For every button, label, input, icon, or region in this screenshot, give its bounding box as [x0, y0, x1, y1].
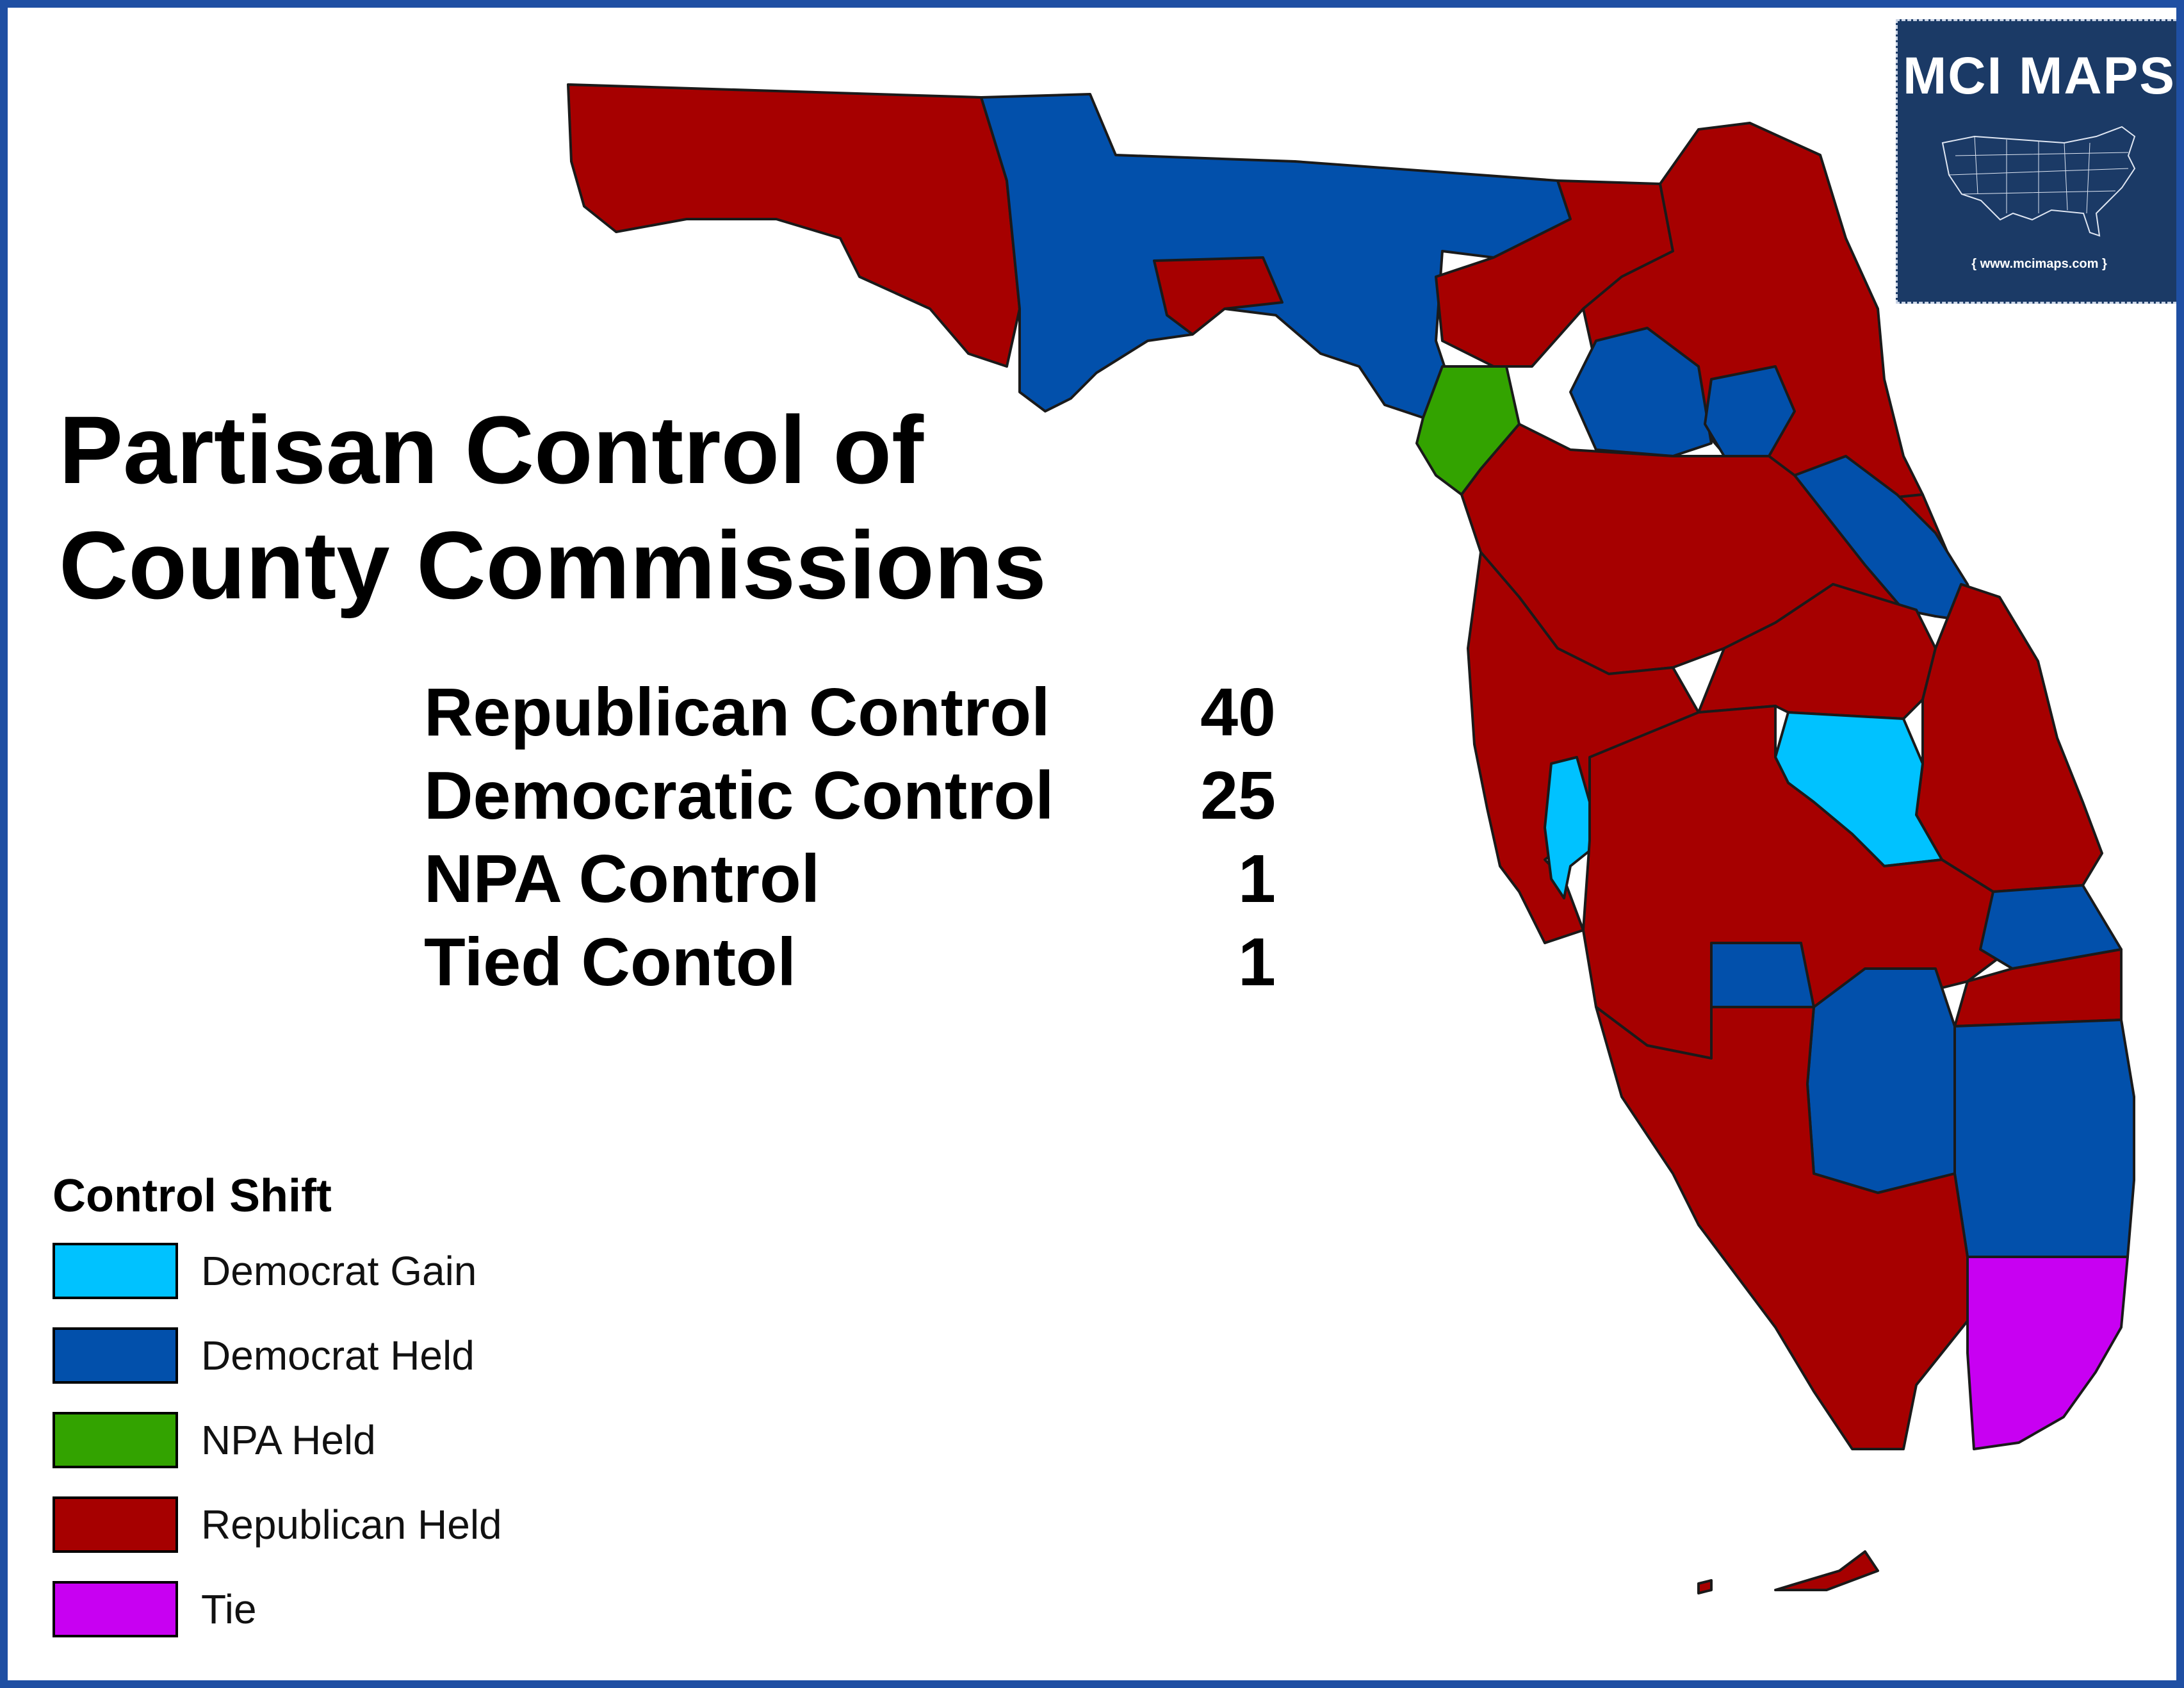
county-region [1697, 1579, 1713, 1594]
legend-swatch [53, 1412, 178, 1468]
stat-row-npa: NPA Control 1 [424, 837, 1276, 921]
legend-label: Democrat Held [201, 1332, 475, 1379]
legend-swatch [53, 1581, 178, 1637]
legend-item-republican-held: Republican Held [53, 1496, 502, 1581]
legend-label: Republican Held [201, 1502, 502, 1548]
legend-item-tie: Tie [53, 1581, 332, 1666]
legend-item-democrat-gain: Democrat Gain [53, 1243, 477, 1327]
county-region [1806, 967, 1956, 1194]
map-title: Partisan Control of County Commissions [59, 392, 1047, 623]
legend-label: Democrat Gain [201, 1248, 477, 1294]
stat-value: 1 [1238, 924, 1276, 1000]
stat-value: 1 [1238, 841, 1276, 917]
stat-row-democratic: Democratic Control 25 [424, 754, 1276, 837]
county-region [1953, 1019, 2135, 1258]
stat-value: 25 [1200, 758, 1276, 833]
county-region [1153, 256, 1284, 336]
county-region [1710, 942, 1815, 1008]
stat-label: Tied Contol [424, 924, 796, 1000]
logo-title: MCI MAPS [1903, 47, 2176, 105]
county-region [1966, 1256, 2129, 1450]
county-region [567, 83, 1021, 368]
legend: Control Shift Democrat Gain Democrat Hel… [53, 1167, 502, 1666]
control-summary: Republican Control 40 Democratic Control… [424, 671, 1276, 1004]
stat-row-tied: Tied Contol 1 [424, 921, 1276, 1004]
florida-county-map [567, 83, 2135, 1594]
county-region [1774, 1550, 1879, 1591]
legend-item-democrat-held: Democrat Held [53, 1327, 475, 1412]
county-region [1569, 327, 1713, 457]
mci-maps-logo: MCI MAPS { www.mcimaps.com } [1896, 19, 2176, 304]
legend-swatch [53, 1243, 178, 1299]
title-line-2: County Commissions [59, 511, 1047, 619]
legend-label: Tie [201, 1586, 257, 1632]
usa-outline-icon [1941, 126, 2136, 237]
title-line-1: Partisan Control of [59, 396, 924, 504]
legend-swatch [53, 1496, 178, 1553]
logo-url-text: www.mcimaps.com [1980, 257, 2099, 271]
stat-value: 40 [1200, 675, 1276, 750]
county-region [1953, 948, 2123, 1028]
legend-label: NPA Held [201, 1417, 376, 1463]
legend-item-npa-held: NPA Held [53, 1412, 376, 1496]
legend-title: Control Shift [53, 1170, 332, 1222]
stat-label: Democratic Control [424, 758, 1054, 833]
legend-swatch [53, 1327, 178, 1384]
county-region [1467, 551, 1700, 944]
stat-label: Republican Control [424, 675, 1050, 750]
logo-url: { www.mcimaps.com } [1971, 257, 2107, 271]
county-region [1595, 1006, 1969, 1450]
county-region [1915, 583, 2103, 893]
county-region [1544, 756, 1604, 899]
stat-row-republican: Republican Control 40 [424, 671, 1276, 754]
stat-label: NPA Control [424, 841, 820, 917]
